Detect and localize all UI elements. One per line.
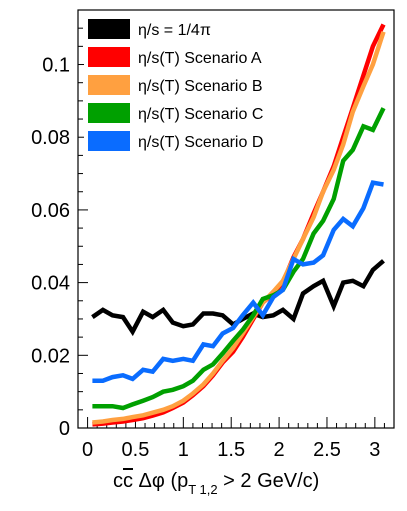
legend-entry-label: η/s(T) Scenario B [138,78,262,95]
y-tick-label: 0 [59,418,70,440]
x-tick-label: 2.5 [313,439,341,461]
x-tick-label: 2 [274,439,285,461]
legend-swatch [88,131,130,151]
axis-ticks: 0 0.5 1 1.5 2 2.5 3 0 0.02 0.04 0.06 0.08 0.1 [31,9,395,461]
x-tick-label: 0.5 [122,439,150,461]
x-tick-label: 3 [369,439,380,461]
x-axis-label-tail: > 2 GeV/c) [218,470,320,492]
legend-entry-label: η/s(T) Scenario C [138,106,263,123]
x-axis-label-c: c [113,470,123,492]
legend-swatch [88,47,130,67]
plot-frame [77,9,395,429]
legend-swatch [88,103,130,123]
y-tick-label: 0.1 [42,55,70,77]
legend-entry-label: η/s(T) Scenario A [138,50,262,67]
series-lines [91,23,386,427]
legend-entry-label: η/s(T) Scenario D [138,134,263,151]
x-axis-label-cbar: c [123,470,133,492]
legend-entry-label: η/s = 1/4π [138,22,211,39]
legend-swatch [88,75,130,95]
series-line-5 [92,180,384,383]
x-tick-label: 0 [82,439,93,461]
y-tick-label: 0.02 [31,345,70,367]
x-tick-label: 1 [178,439,189,461]
y-tick-label: 0.04 [31,273,70,295]
legend: η/s = 1/4π η/s(T) Scenario A η/s(T) Scenar… [84,14,300,156]
legend-swatch [88,19,130,39]
x-axis-label: cc Δφ (pT 1,2 > 2 GeV/c) [113,470,319,497]
y-tick-label: 0.06 [31,200,70,222]
series-line-4 [92,107,386,411]
x-axis-label-delta-phi: Δφ (p [133,470,188,492]
x-tick-label: 1.5 [217,439,245,461]
x-axis-label-subscript: T 1,2 [188,482,217,497]
y-tick-label: 0.08 [31,127,70,149]
series-line-3 [92,31,386,425]
